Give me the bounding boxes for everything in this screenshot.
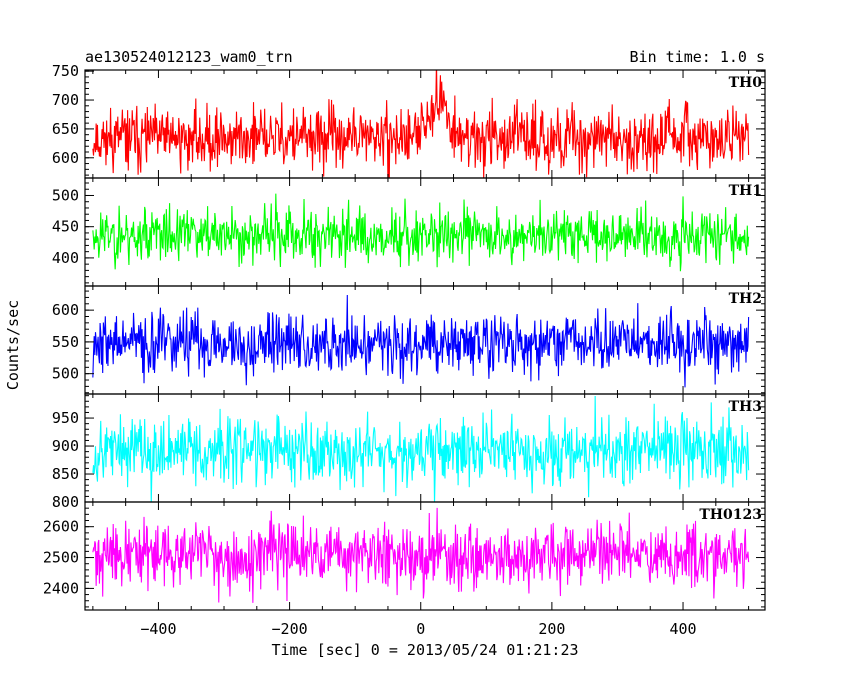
y-tick-label: 800 [52,493,79,511]
y-tick-label: 900 [52,437,79,455]
x-axis-label: Time [sec] 0 = 2013/05/24 01:21:23 [271,641,578,659]
panel-label-th1: TH1 [729,183,762,199]
panel-th0: 600 650 700 750 TH0 [52,62,766,179]
y-tick-label: 2400 [43,579,79,597]
series-th1 [92,193,750,272]
series-th3 [92,396,750,502]
panel-th1: 400 450 500 TH1 [52,177,766,287]
y-tick-label: 2500 [43,549,79,567]
panel-frame [84,69,766,179]
panel-th0123: 2400 2500 2600 TH0123 [43,501,766,611]
chart-title: ae130524012123_wam0_trn [85,48,293,66]
x-tick-label: 0 [416,620,425,638]
y-tick-label: 950 [52,409,79,427]
series-th0123 [92,507,750,603]
x-tick-label: 200 [538,620,565,638]
bin-time-label: Bin time: 1.0 s [630,48,765,66]
y-tick-label: 850 [52,465,79,483]
y-tick-label: 550 [52,333,79,351]
x-tick-label: 400 [669,620,696,638]
panel-label-th0: TH0 [729,75,763,91]
y-tick-label: 2600 [43,518,79,536]
y-tick-label: 400 [52,249,79,267]
y-tick-label: 500 [52,186,79,204]
series-th2 [92,294,750,388]
series-th0 [92,70,750,178]
y-tick-label: 600 [52,149,79,167]
panel-th3: 800 850 900 950 TH3 [52,393,766,511]
y-tick-label: 500 [52,365,79,383]
panel-label-th0123: TH0123 [699,507,762,523]
panel-frame [84,501,766,611]
x-tick-label: −200 [272,620,308,638]
y-tick-label: 600 [52,301,79,319]
panel-label-th2: TH2 [729,291,762,307]
y-tick-label: 450 [52,218,79,236]
y-tick-label: 700 [52,91,79,109]
y-tick-label: 650 [52,120,79,138]
y-tick-label: 750 [52,62,79,80]
panels: 600 650 700 750 TH0 400 450 500 TH1 500 550 600 TH2 8… [43,62,766,611]
y-axis-label: Counts/sec [4,300,22,390]
panel-label-th3: TH3 [729,399,762,415]
x-tick-label: −400 [140,620,176,638]
panel-th2: 500 550 600 TH2 [52,285,766,395]
x-axis: −400 −200 0 200 400 [140,620,696,638]
